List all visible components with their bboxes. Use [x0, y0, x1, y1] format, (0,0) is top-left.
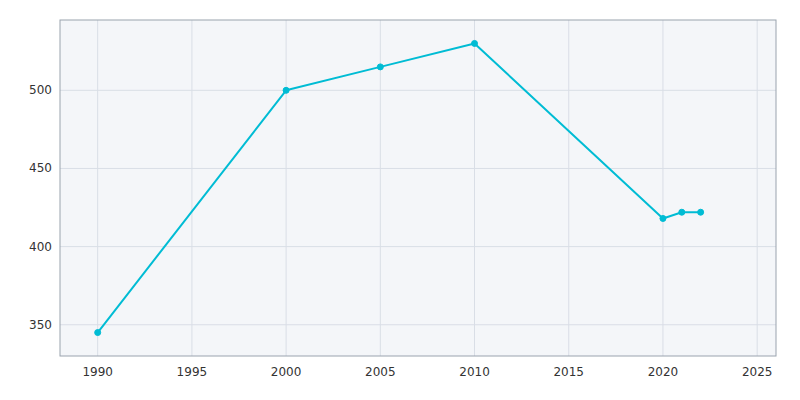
plot-background	[60, 20, 776, 356]
point	[283, 87, 289, 93]
x-grid-line	[757, 20, 758, 356]
axes: 1990 1995 2000 2005 2010 2015 2020 2025 350 400 45…	[29, 83, 772, 379]
line	[98, 43, 701, 332]
x-grid-line	[568, 20, 569, 356]
point	[698, 209, 704, 215]
y-tick-label: 350	[29, 318, 52, 332]
point	[377, 64, 383, 70]
y-grid-line	[60, 324, 776, 325]
y-tick-label: 500	[29, 83, 52, 97]
x-tick-label: 2010	[459, 365, 490, 379]
chart-container: 1990 1995 2000 2005 2010 2015 2020 2025 350 400 45…	[0, 0, 800, 400]
x-grid-line	[662, 20, 663, 356]
x-tick-label: 1995	[177, 365, 208, 379]
y-grid-line	[60, 90, 776, 91]
chart-svg: 1990 1995 2000 2005 2010 2015 2020 2025 350 400 45…	[0, 0, 800, 400]
y-grid-line	[60, 246, 776, 247]
x-grid-line	[97, 20, 98, 356]
y-tick-label: 400	[29, 240, 52, 254]
x-grid-line	[191, 20, 192, 356]
point	[95, 330, 101, 336]
y-tick-label: 450	[29, 161, 52, 175]
point	[472, 40, 478, 46]
point	[660, 215, 666, 221]
x-tick-label: 2000	[271, 365, 302, 379]
y-grid-line	[60, 168, 776, 169]
plot-frame	[60, 20, 776, 356]
x-grid-line	[474, 20, 475, 356]
x-grid-line	[380, 20, 381, 356]
x-tick-label: 1990	[82, 365, 113, 379]
x-tick-label: 2015	[553, 365, 584, 379]
x-tick-label: 2005	[365, 365, 396, 379]
x-grid-line	[286, 20, 287, 356]
x-tick-label: 2025	[742, 365, 773, 379]
grid	[60, 20, 776, 356]
data-layer	[95, 40, 704, 335]
point	[679, 209, 685, 215]
x-tick-label: 2020	[648, 365, 679, 379]
